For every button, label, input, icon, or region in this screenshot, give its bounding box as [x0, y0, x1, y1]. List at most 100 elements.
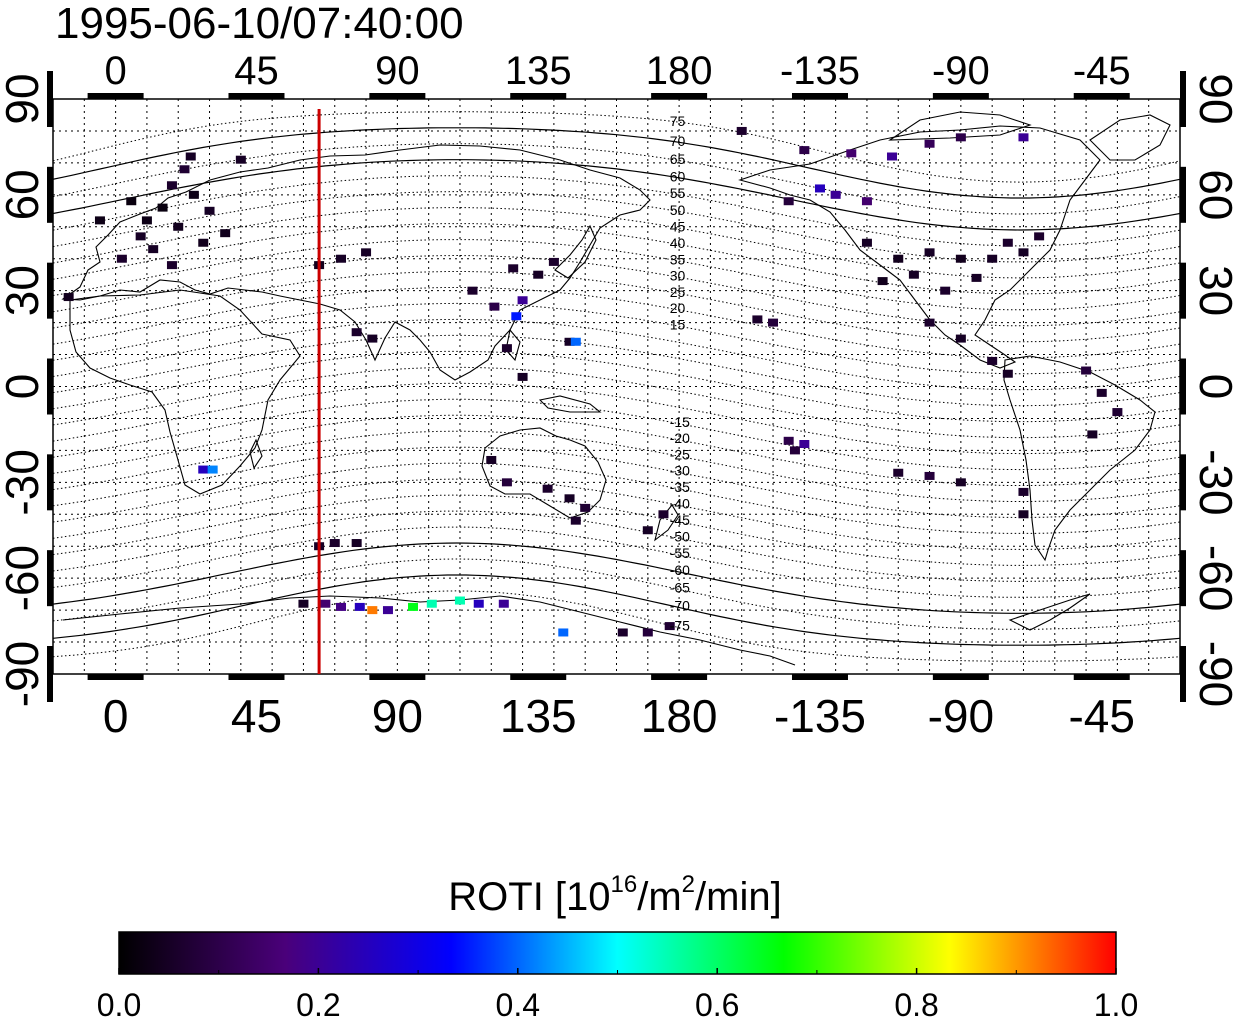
right-lat-tick-label: 60 — [1190, 169, 1240, 220]
axis-tick-bar — [47, 358, 53, 415]
roti-data-point — [173, 222, 184, 231]
roti-data-point — [220, 229, 231, 238]
axis-tick-bar — [932, 674, 989, 680]
roti-data-point — [955, 334, 966, 343]
contour-label: -60 — [670, 562, 690, 578]
bottom-longitude-axis: 0 45 90 135 180 -135 -90 -45 — [87, 674, 1135, 742]
roti-data-point — [783, 197, 794, 206]
roti-data-point — [830, 190, 841, 199]
mlat-contour — [53, 478, 1180, 550]
mlat-contour — [53, 350, 1180, 423]
mlat-contour — [53, 159, 1180, 231]
contour-label: 20 — [670, 300, 686, 316]
left-lat-tick-label: 30 — [0, 265, 48, 316]
axis-tick-bar — [47, 262, 53, 319]
roti-data-point — [752, 315, 763, 324]
roti-data-point — [987, 254, 998, 263]
roti-data-point — [188, 190, 199, 199]
axis-tick-bar — [1180, 166, 1186, 223]
roti-data-point — [235, 155, 246, 164]
roti-data-point — [924, 471, 935, 480]
mlat-contour — [53, 366, 1180, 439]
contour-label: -35 — [670, 479, 690, 495]
left-latitude-axis: 90 60 30 0 -30 -60 -90 — [0, 71, 53, 707]
roti-data-point — [736, 126, 747, 135]
mlat-contour — [53, 462, 1180, 534]
roti-data-point — [508, 264, 519, 273]
roti-data-point — [924, 248, 935, 257]
mlat-contour — [53, 271, 1180, 343]
right-lat-tick-label: -30 — [1190, 449, 1240, 515]
right-lat-tick-label: -90 — [1190, 641, 1240, 707]
roti-data-point — [198, 238, 209, 247]
roti-data-point — [955, 478, 966, 487]
axis-tick-bar — [47, 454, 53, 511]
left-lat-tick-label: -30 — [0, 449, 48, 515]
top-lon-tick-label: -45 — [1073, 49, 1131, 93]
roti-data-point — [1112, 408, 1123, 417]
roti-data-point — [861, 197, 872, 206]
left-lat-tick-label: -90 — [0, 641, 48, 707]
colorbar-tick-label: 0.8 — [894, 987, 938, 1023]
axis-tick-bar — [932, 93, 989, 99]
roti-data-point — [542, 484, 553, 493]
roti-data-point — [642, 628, 653, 637]
lat-lon-gridlines — [53, 99, 1180, 674]
roti-data-point — [558, 628, 569, 637]
left-lat-tick-label: 90 — [0, 73, 48, 124]
roti-data-point — [1018, 248, 1029, 257]
roti-data-point — [1018, 133, 1029, 142]
roti-data-point — [198, 465, 209, 474]
roti-data-point — [157, 203, 168, 212]
roti-data-point — [814, 184, 825, 193]
roti-data-point — [877, 277, 888, 286]
magnetic-latitude-contours — [53, 111, 1180, 662]
roti-data-point — [367, 606, 378, 615]
roti-data-point — [336, 602, 347, 611]
contour-label: -20 — [670, 430, 690, 446]
right-lat-tick-label: 30 — [1190, 265, 1240, 316]
bottom-lon-tick-label: -135 — [774, 690, 866, 742]
bottom-lon-tick-label: 45 — [231, 690, 282, 742]
roti-data-point — [179, 165, 190, 174]
colorbar-tick-label: 0.6 — [695, 987, 739, 1023]
roti-data-point — [799, 146, 810, 155]
roti-data-point — [489, 302, 500, 311]
axis-tick-bar — [47, 71, 53, 127]
axis-tick-bar — [369, 93, 426, 99]
mlat-contour — [53, 414, 1180, 486]
roti-data-point — [533, 270, 544, 279]
roti-data-point — [298, 599, 309, 608]
contour-label: 55 — [670, 185, 686, 201]
roti-data-point — [116, 254, 127, 263]
axis-tick-bar — [47, 646, 53, 702]
roti-data-point — [987, 356, 998, 365]
roti-data-point — [1081, 366, 1092, 375]
right-lat-tick-label: 0 — [1190, 374, 1240, 400]
top-lon-tick-label: 90 — [375, 49, 420, 93]
right-lat-tick-label: 90 — [1190, 73, 1240, 124]
axis-tick-bar — [47, 166, 53, 223]
contour-label: -75 — [670, 617, 690, 633]
top-lon-tick-label: 135 — [505, 49, 572, 93]
roti-data-point — [783, 436, 794, 445]
roti-data-point — [408, 602, 419, 611]
mlat-contour — [53, 446, 1180, 519]
roti-data-point — [126, 197, 137, 206]
coastline-outlines — [61, 111, 1171, 666]
mlat-contour — [53, 318, 1180, 391]
roti-data-point — [971, 273, 982, 282]
contour-label: -30 — [670, 463, 690, 479]
colorbar-gradient — [118, 931, 1117, 975]
left-lat-tick-label: 0 — [0, 374, 48, 400]
left-lat-tick-label: -60 — [0, 545, 48, 611]
roti-data-point — [204, 206, 215, 215]
colorbar-tick-label: 1.0 — [1094, 987, 1138, 1023]
roti-data-point — [501, 478, 512, 487]
roti-data-point — [498, 599, 509, 608]
bottom-lon-tick-label: -90 — [928, 690, 994, 742]
contour-label: 25 — [670, 284, 686, 300]
roti-data-point — [564, 337, 575, 346]
roti-data-point — [955, 254, 966, 263]
roti-data-point — [893, 254, 904, 263]
